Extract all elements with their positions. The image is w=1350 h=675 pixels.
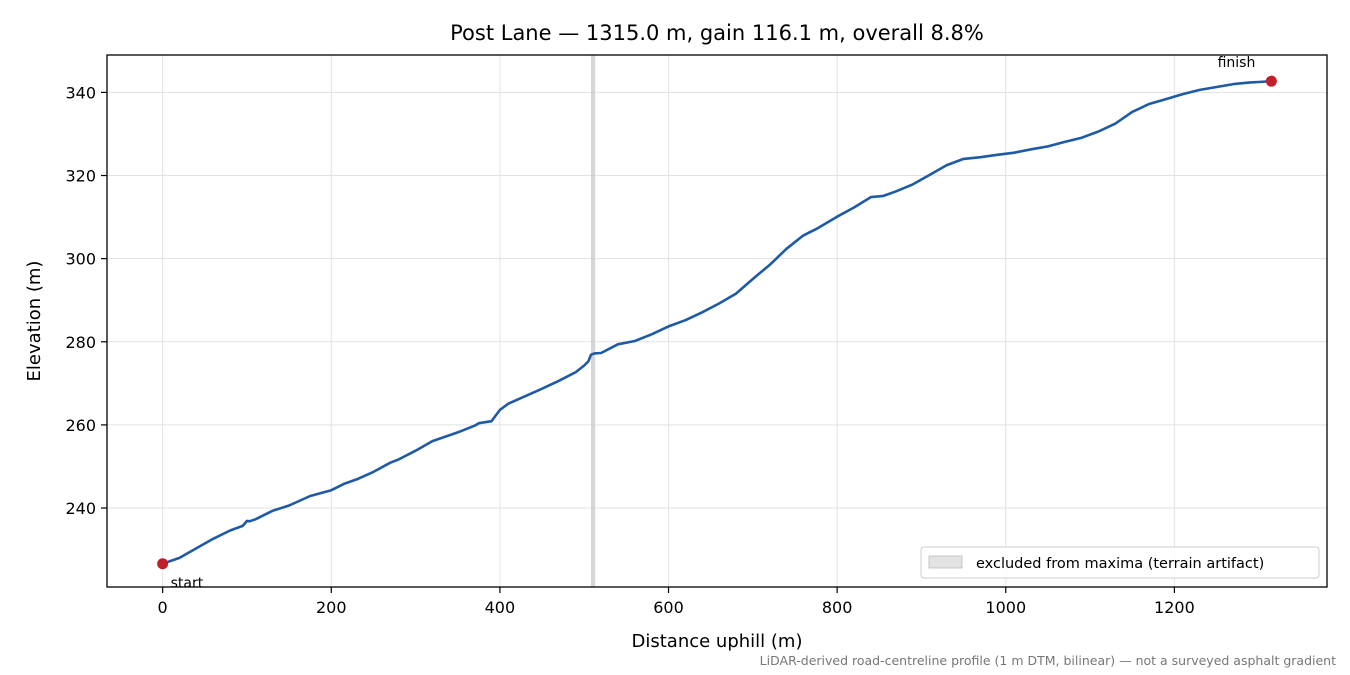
y-tick-label: 280 [65,333,96,352]
y-tick-label: 320 [65,167,96,186]
grid-lines [107,55,1327,587]
x-tick-label: 800 [822,598,853,617]
marker-finish [1265,75,1277,87]
chart-caption: LiDAR-derived road-centreline profile (1… [760,653,1336,668]
x-tick-label: 1000 [985,598,1026,617]
x-tick-label: 400 [485,598,516,617]
excluded-band [590,55,596,587]
chart-title: Post Lane — 1315.0 m, gain 116.1 m, over… [450,21,984,45]
series-group [161,79,1273,566]
markers-group: start finish [157,55,1277,592]
legend-entry-excluded: excluded from maxima (terrain artifact) [976,556,1264,572]
y-tick-label: 240 [65,499,96,518]
x-axis-label: Distance uphill (m) [632,631,803,652]
y-tick-label: 260 [65,416,96,435]
legend: excluded from maxima (terrain artifact) [920,546,1320,579]
marker-start [157,558,169,570]
x-tick-label: 200 [316,598,347,617]
elevation-series-line [161,79,1273,566]
x-tick-label: 0 [158,598,168,617]
plot-frame [106,54,1328,588]
excluded-band-group [590,55,596,587]
marker-label-finish: finish [1218,55,1256,71]
y-axis-ticks: 240 260 280 300 320 340 [65,83,107,518]
x-tick-label: 600 [653,598,684,617]
x-axis-ticks: 0 200 400 600 800 1000 1200 [158,587,1195,617]
legend-swatch [928,555,963,569]
x-tick-label: 1200 [1154,598,1195,617]
y-tick-label: 300 [65,250,96,269]
y-tick-label: 340 [65,83,96,102]
legend-box [920,546,1320,579]
y-axis-label: Elevation (m) [24,261,45,382]
marker-label-start: start [171,576,204,592]
